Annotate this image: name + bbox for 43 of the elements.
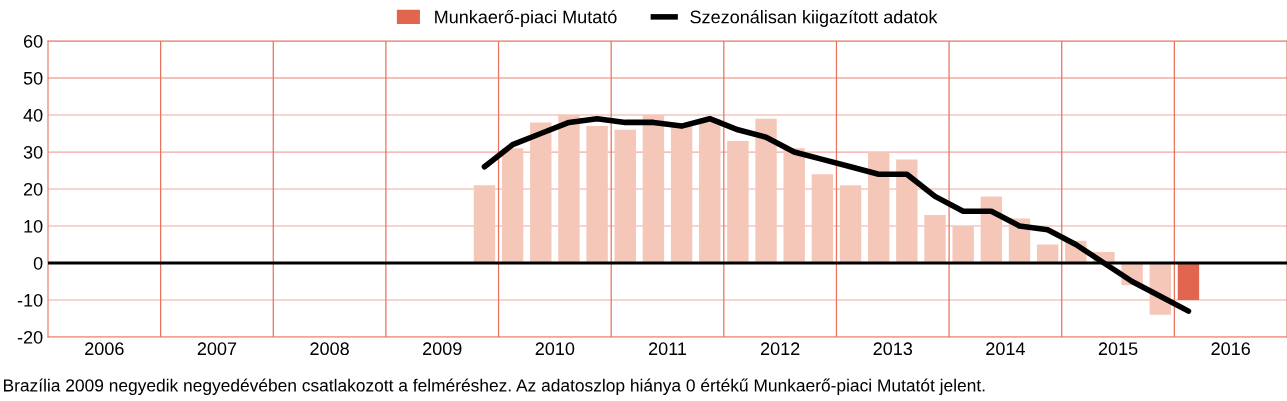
bar: [670, 126, 693, 263]
x-tick-label: 2015: [1098, 342, 1138, 356]
bar: [1177, 263, 1200, 300]
bar: [727, 140, 749, 263]
y-tick-label: -20: [17, 330, 43, 344]
y-tick-label: 60: [23, 34, 43, 48]
x-tick-label: 2014: [986, 342, 1025, 356]
x-tick-label: 2007: [197, 342, 237, 356]
bar: [783, 148, 805, 263]
x-tick-label: 2013: [873, 342, 913, 356]
legend-label: Munkaerő-piaci Mutató: [435, 9, 617, 27]
bar: [1036, 244, 1059, 263]
legend-label: Szezonálisan kiigazított adatok: [690, 9, 938, 27]
bar: [501, 148, 524, 263]
x-tick-label: 2016: [1211, 342, 1250, 356]
x-tick-label: 2006: [85, 342, 124, 356]
x-tick-label: 2010: [535, 342, 575, 356]
bar: [473, 185, 496, 263]
bar: [642, 115, 665, 263]
y-tick-label: 40: [23, 108, 43, 122]
y-tick-label: 0: [33, 256, 43, 270]
y-tick-label: 10: [24, 219, 43, 233]
y-tick-label: 20: [23, 182, 43, 196]
bar: [924, 214, 946, 263]
bar: [811, 174, 834, 263]
x-tick-label: 2009: [423, 342, 462, 356]
bar: [530, 122, 552, 263]
x-tick-label: 2012: [760, 342, 800, 356]
bar: [558, 115, 580, 263]
y-tick-label: 50: [23, 71, 43, 85]
bar: [614, 129, 636, 263]
bar: [896, 159, 918, 263]
y-tick-label: 30: [23, 145, 43, 159]
x-tick-label: 2008: [310, 342, 349, 356]
bar: [952, 226, 974, 263]
x-tick-label: 2011: [648, 342, 687, 356]
y-tick-label: -10: [17, 293, 43, 307]
text: Brazília 2009 negyedik negyedévében csatlakozott a felméréshez. Az adatoszlop hiánya 0 értékű Munkaerő-piaci Mutatót jelent.: [4, 378, 985, 395]
bar: [867, 152, 890, 263]
bar: [755, 118, 777, 263]
bar: [586, 126, 608, 263]
bar: [839, 185, 862, 263]
bar: [699, 118, 721, 263]
